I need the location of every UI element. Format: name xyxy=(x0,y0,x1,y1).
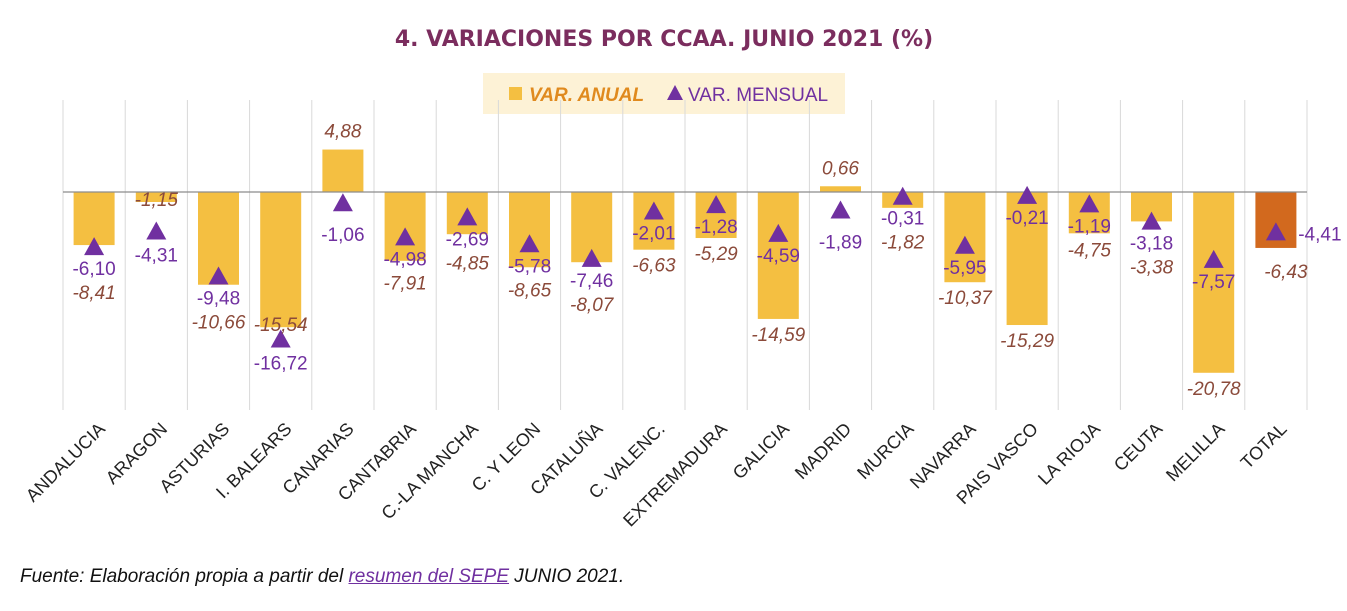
anual-label-melilla: -20,78 xyxy=(1187,379,1241,400)
mensual-label-la-rioja: -1,19 xyxy=(1068,216,1111,237)
mensual-marker-asturias xyxy=(208,266,229,285)
value-labels: -6,10 -8,41 -4,31 -1,15 -9,48 -10,66 -16,72 -15… xyxy=(72,122,1341,400)
mensual-marker-aragon xyxy=(146,221,167,240)
mensual-label-cantabria: -4,98 xyxy=(383,249,426,270)
anual-label-galicia: -14,59 xyxy=(751,325,805,346)
anual-bar-galicia xyxy=(757,192,799,319)
mensual-label-total: -4,41 xyxy=(1298,224,1341,245)
anual-bar-andalucia xyxy=(73,192,115,246)
mensual-marker-la-rioja xyxy=(1079,194,1100,213)
mensual-marker-cataluna xyxy=(581,248,602,267)
anual-label-cataluna: -8,07 xyxy=(570,295,615,316)
mensual-marker-pais-vasco xyxy=(1017,185,1038,204)
anual-label-aragon: -1,15 xyxy=(135,190,179,211)
mensual-marker-ceuta xyxy=(1141,211,1162,230)
mensual-label-galicia: -4,59 xyxy=(757,246,800,267)
anual-bar-c-y-leon xyxy=(509,192,550,268)
anual-label-c-la-mancha: -4,85 xyxy=(446,253,490,274)
source-note: Fuente: Elaboración propia a partir del … xyxy=(20,566,624,588)
mensual-markers xyxy=(84,185,1286,348)
mensual-label-andalucia: -6,10 xyxy=(72,259,115,280)
anual-label-c-valenc: -6,63 xyxy=(632,256,676,277)
mensual-label-murcia: -0,31 xyxy=(881,209,924,230)
mensual-label-cataluna: -7,46 xyxy=(570,271,613,292)
mensual-marker-total xyxy=(1265,222,1286,241)
category-label-total: TOTAL xyxy=(1237,419,1291,473)
anual-label-total: -6,43 xyxy=(1264,262,1308,283)
source-prefix: Fuente: Elaboración propia a partir del xyxy=(20,566,349,587)
anual-label-murcia: -1,82 xyxy=(881,233,925,254)
category-label-melilla: MELILLA xyxy=(1162,419,1229,486)
legend-marker-mensual xyxy=(667,85,683,100)
legend-background xyxy=(483,73,845,114)
gridlines xyxy=(62,100,1308,410)
category-label-andalucia: ANDALUCIA xyxy=(22,419,109,506)
mensual-label-i-balears: -16,72 xyxy=(254,353,308,374)
anual-label-cantabria: -7,91 xyxy=(383,273,426,294)
category-label-ceuta: CEUTA xyxy=(1110,419,1166,475)
source-link[interactable]: resumen del SEPE xyxy=(348,566,510,587)
anual-label-i-balears: -15,54 xyxy=(254,315,308,336)
anual-label-pais-vasco: -15,29 xyxy=(1000,331,1054,352)
mensual-label-navarra: -5,95 xyxy=(943,258,986,279)
anual-label-asturias: -10,66 xyxy=(192,312,246,333)
category-label-extremadura: EXTREMADURA xyxy=(619,419,731,531)
mensual-label-canarias: -1,06 xyxy=(321,225,364,246)
anual-label-canarias: 4,88 xyxy=(324,122,361,143)
anual-bar-cantabria xyxy=(384,192,426,261)
anual-bar-melilla xyxy=(1193,192,1235,373)
anual-bar-canarias xyxy=(322,149,364,192)
anual-bar-aragon xyxy=(135,192,177,203)
mensual-marker-c-y-leon xyxy=(519,234,540,253)
chart-title: 4. VARIACIONES POR CCAA. JUNIO 2021 (%) xyxy=(395,27,933,52)
anual-label-ceuta: -3,38 xyxy=(1130,258,1174,279)
anual-bar-madrid xyxy=(820,186,861,192)
mensual-label-ceuta: -3,18 xyxy=(1130,234,1173,255)
anual-bar-pais-vasco xyxy=(1006,192,1048,326)
category-label-galicia: GALICIA xyxy=(729,419,793,483)
mensual-marker-i-balears xyxy=(270,329,291,348)
mensual-label-extremadura: -1,28 xyxy=(694,217,737,238)
legend-label-mensual: VAR. MENSUAL xyxy=(688,85,828,106)
mensual-label-madrid: -1,89 xyxy=(819,232,862,253)
mensual-label-c-la-mancha: -2,69 xyxy=(446,229,489,250)
mensual-label-c-valenc: -2,01 xyxy=(632,223,675,244)
category-label-la-rioja: LA RIOJA xyxy=(1034,419,1104,489)
mensual-label-pais-vasco: -0,21 xyxy=(1005,208,1048,229)
mensual-label-aragon: -4,31 xyxy=(135,245,178,266)
legend-label-anual: VAR. ANUAL xyxy=(529,85,644,106)
mensual-marker-cantabria xyxy=(395,227,416,246)
mensual-marker-extremadura xyxy=(706,195,727,214)
category-label-madrid: MADRID xyxy=(791,419,855,483)
mensual-marker-c-valenc xyxy=(643,201,664,220)
mensual-marker-navarra xyxy=(954,235,975,254)
anual-label-c-y-leon: -8,65 xyxy=(508,280,552,301)
mensual-label-asturias: -9,48 xyxy=(197,288,240,309)
source-suffix: JUNIO 2021. xyxy=(509,566,625,587)
anual-label-la-rioja: -4,75 xyxy=(1068,240,1112,261)
mensual-marker-murcia xyxy=(892,186,913,205)
mensual-marker-melilla xyxy=(1203,249,1224,268)
anual-label-navarra: -10,37 xyxy=(938,288,993,309)
mensual-marker-andalucia xyxy=(84,237,105,256)
anual-bar-i-balears xyxy=(260,192,302,328)
anual-label-madrid: 0,66 xyxy=(822,158,859,179)
legend-swatch-anual xyxy=(509,87,522,100)
category-label-murcia: MURCIA xyxy=(853,419,917,483)
anual-label-andalucia: -8,41 xyxy=(72,283,115,304)
mensual-marker-canarias xyxy=(332,193,353,212)
mensual-label-melilla: -7,57 xyxy=(1192,272,1235,293)
mensual-marker-c-la-mancha xyxy=(457,207,478,226)
mensual-marker-galicia xyxy=(768,223,789,242)
legend: VAR. ANUAL VAR. MENSUAL xyxy=(483,73,845,114)
anual-label-extremadura: -5,29 xyxy=(694,244,738,265)
mensual-marker-madrid xyxy=(830,200,851,219)
mensual-label-c-y-leon: -5,78 xyxy=(508,256,551,277)
